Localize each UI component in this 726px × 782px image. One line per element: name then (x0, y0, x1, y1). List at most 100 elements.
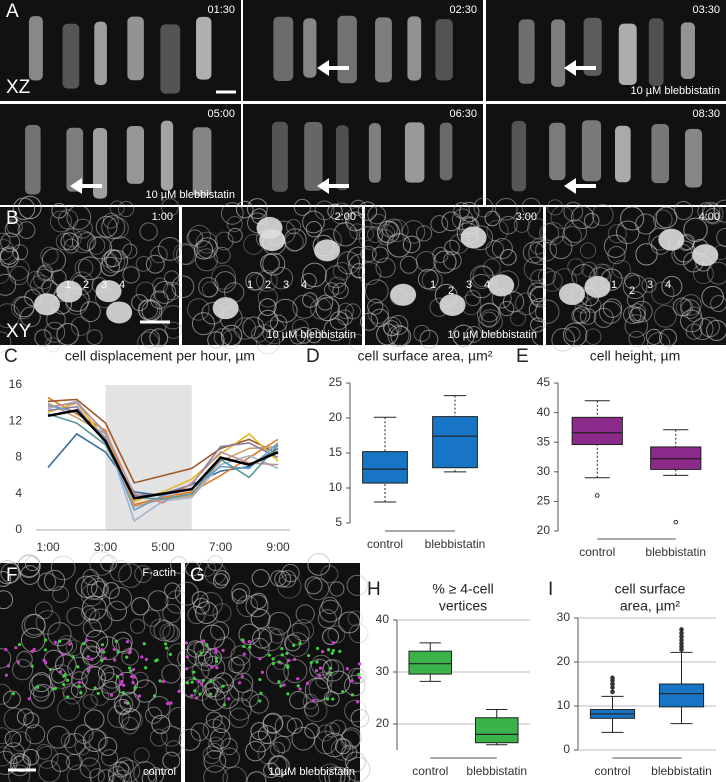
cell (262, 713, 283, 735)
chart-title: vertices (439, 598, 487, 614)
cell (126, 125, 145, 184)
cell (417, 268, 439, 290)
y-tick-label: 25 (537, 494, 551, 508)
cell (309, 658, 330, 680)
arrow-head (564, 178, 576, 194)
cell (159, 622, 179, 642)
cell (340, 729, 361, 750)
cell (593, 307, 614, 328)
vertex (221, 648, 225, 652)
cell (327, 203, 343, 219)
vertex (121, 691, 125, 695)
y-tick-label: 16 (9, 377, 23, 391)
y-tick-label: 10 (329, 480, 343, 494)
cell (204, 562, 227, 585)
cell (178, 728, 201, 751)
cell (306, 327, 322, 344)
cell (598, 300, 622, 324)
cell (484, 210, 501, 227)
cell (607, 224, 627, 244)
cell (176, 244, 197, 265)
cell (9, 755, 31, 777)
vertex (68, 642, 72, 646)
outlier (610, 675, 615, 681)
cell (583, 212, 600, 229)
cell (106, 600, 127, 622)
vertex (76, 665, 80, 669)
y-tick-label: 20 (557, 654, 571, 668)
cell (415, 250, 437, 272)
cell (304, 723, 320, 739)
vertex (14, 646, 18, 650)
cell (661, 275, 683, 297)
vertex (271, 661, 275, 666)
cell (81, 645, 102, 666)
cell (680, 299, 701, 319)
data-line (47, 398, 279, 484)
cell (86, 236, 106, 255)
cell (193, 641, 209, 657)
vertex (205, 643, 209, 647)
cell (345, 756, 371, 782)
cell (35, 745, 59, 769)
cell (306, 577, 330, 601)
cell (195, 601, 218, 624)
cell (160, 198, 180, 217)
cell (213, 672, 234, 693)
condition-label: 10 µM blebbistatin (267, 329, 357, 341)
cell (160, 120, 174, 191)
cell (51, 753, 70, 772)
cell (230, 645, 251, 666)
cell (23, 712, 40, 729)
cell (304, 121, 323, 191)
cell (160, 24, 181, 94)
vertex (242, 644, 246, 648)
cell (419, 329, 439, 349)
cell (33, 268, 54, 290)
cell (381, 221, 398, 238)
y-tick-label: 0 (15, 522, 22, 536)
cell (66, 205, 92, 230)
cell (562, 322, 588, 347)
cell (350, 709, 370, 728)
treatment-shading (105, 385, 192, 530)
vertex (4, 647, 8, 652)
cell (267, 755, 288, 776)
cell (624, 314, 649, 338)
arrow-head (564, 60, 576, 76)
vertex (282, 683, 286, 687)
box (432, 416, 478, 469)
cell (269, 628, 285, 644)
cell (680, 294, 702, 316)
vertex (185, 681, 190, 685)
cell (620, 206, 645, 231)
cell (208, 736, 224, 753)
vertex (100, 658, 104, 663)
vertex (258, 699, 262, 703)
cell (472, 265, 494, 288)
panel-label: H (367, 579, 381, 600)
view-label: XY (6, 321, 32, 342)
cell (7, 764, 31, 782)
cell (191, 662, 210, 681)
cell (88, 730, 109, 750)
vertex (221, 684, 225, 688)
cell (258, 298, 277, 316)
vertex (315, 660, 319, 664)
cell (345, 211, 366, 232)
cell (231, 582, 251, 602)
data-line (47, 402, 279, 504)
time-label: 01:30 (207, 4, 235, 16)
cell (286, 717, 303, 734)
cell-number: 4 (484, 279, 490, 291)
chart-title: % ≥ 4-cell (432, 581, 493, 597)
cell (204, 648, 222, 667)
cell (684, 128, 703, 188)
cell (257, 287, 278, 308)
cell (249, 730, 272, 753)
cell (43, 569, 66, 592)
vertex (184, 641, 189, 645)
vertex (42, 658, 46, 662)
cell (653, 304, 677, 328)
vertex (44, 660, 48, 665)
